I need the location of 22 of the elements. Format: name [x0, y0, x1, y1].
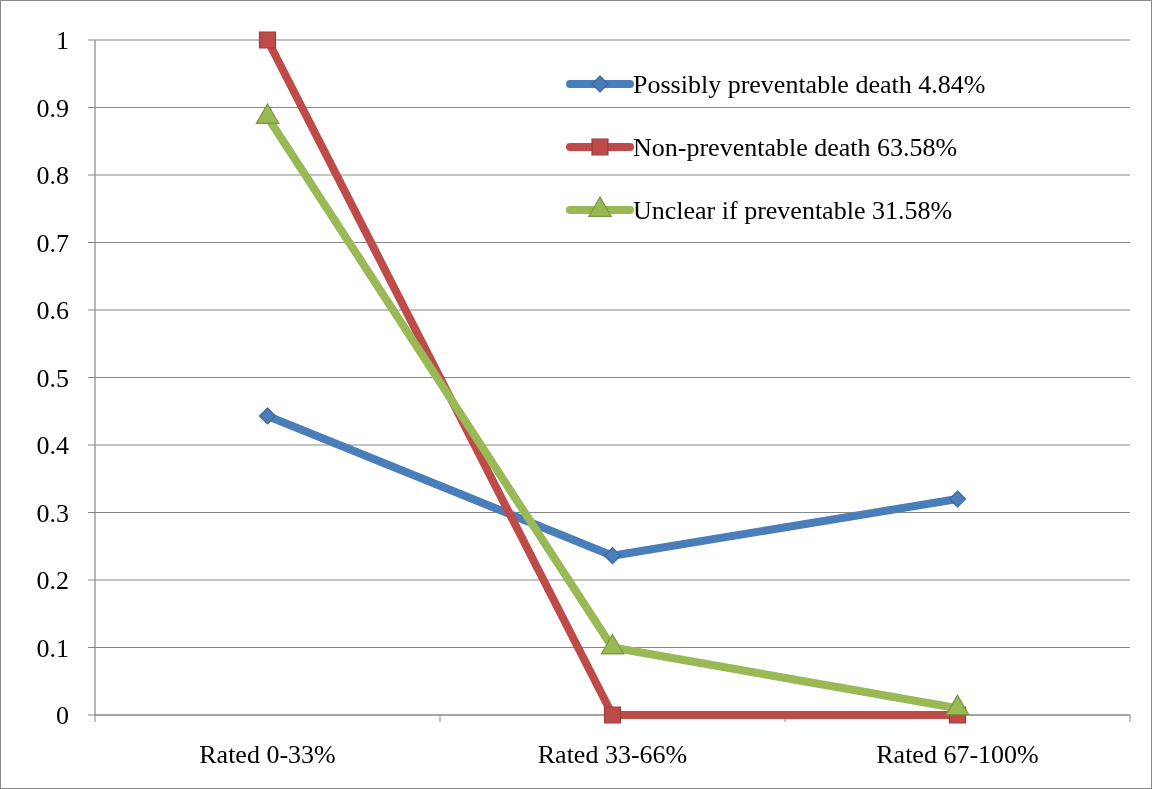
x-tick-label: Rated 33-66% [537, 740, 688, 769]
y-tick-label: 0.1 [36, 633, 69, 663]
y-tick-label: 1 [56, 26, 69, 56]
x-tick-label: Rated 67-100% [876, 740, 1039, 769]
point [258, 31, 277, 49]
x-tick-label: Rated 0-33% [199, 740, 336, 769]
legend-label: Possibly preventable death 4.84% [633, 70, 986, 100]
legend-label: Unclear if preventable 31.58% [633, 196, 953, 226]
point [603, 547, 622, 565]
y-tick-label: 0 [56, 701, 69, 731]
legend-label: Non-preventable death 63.58% [633, 133, 958, 163]
point [603, 706, 622, 724]
y-tick-label: 0.7 [36, 228, 69, 258]
point [258, 407, 277, 425]
y-tick-label: 0.5 [36, 363, 69, 393]
y-tick-label: 0.3 [36, 498, 69, 528]
y-tick-label: 0.6 [36, 296, 69, 326]
y-tick-label: 0.4 [36, 431, 69, 461]
y-tick-label: 0.2 [36, 566, 69, 596]
y-tick-label: 0.9 [36, 93, 69, 123]
y-tick-label: 0.8 [36, 161, 69, 191]
point [948, 490, 967, 508]
